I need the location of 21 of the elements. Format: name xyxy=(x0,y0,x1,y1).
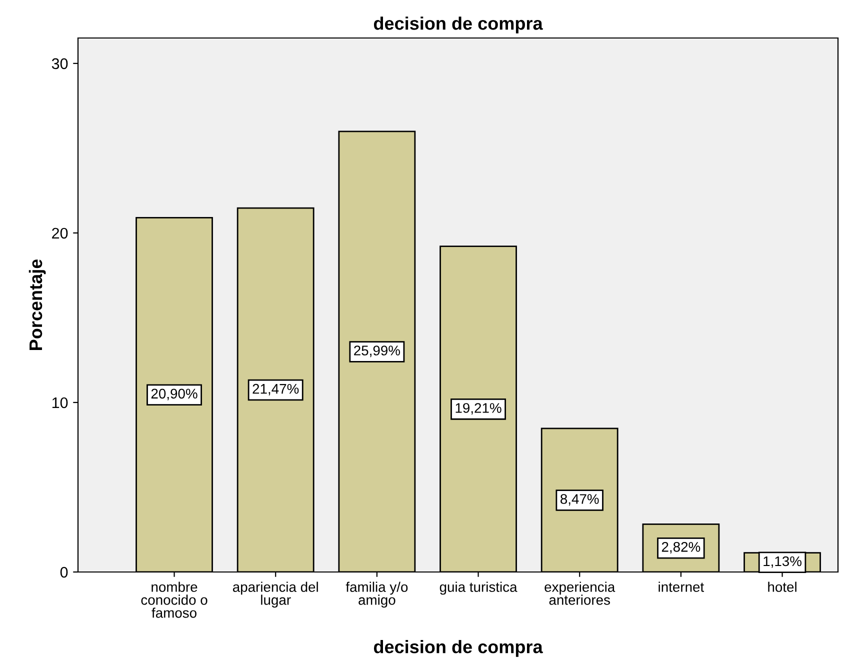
data-label: 2,82% xyxy=(662,542,700,554)
data-label: 20,90% xyxy=(151,388,198,400)
x-tick-label: nombre conocido o famoso xyxy=(141,582,208,618)
y-tick-label: 30 xyxy=(52,58,68,70)
x-axis-title: decision de compra xyxy=(374,640,543,657)
x-tick-label: experiencia anteriores xyxy=(544,582,616,605)
x-tick-label: guia turistica xyxy=(440,582,518,595)
chart-title: decision de compra xyxy=(374,16,543,34)
data-label: 1,13% xyxy=(764,556,802,568)
data-label: 21,47% xyxy=(252,384,299,396)
x-tick-label: hotel xyxy=(768,582,796,592)
x-tick-label: familia y/o amigo xyxy=(346,582,408,608)
y-tick-label: 10 xyxy=(52,397,68,408)
y-axis-title: Porcentaje xyxy=(28,259,46,350)
data-label: 8,47% xyxy=(560,494,599,506)
x-tick-label: apariencia del lugar xyxy=(232,582,318,608)
y-tick-label: 20 xyxy=(52,228,68,239)
y-tick-label: 0 xyxy=(60,566,68,578)
data-label: 25,99% xyxy=(354,346,400,358)
x-tick-label: internet xyxy=(658,582,704,592)
data-label: 19,21% xyxy=(456,403,502,415)
